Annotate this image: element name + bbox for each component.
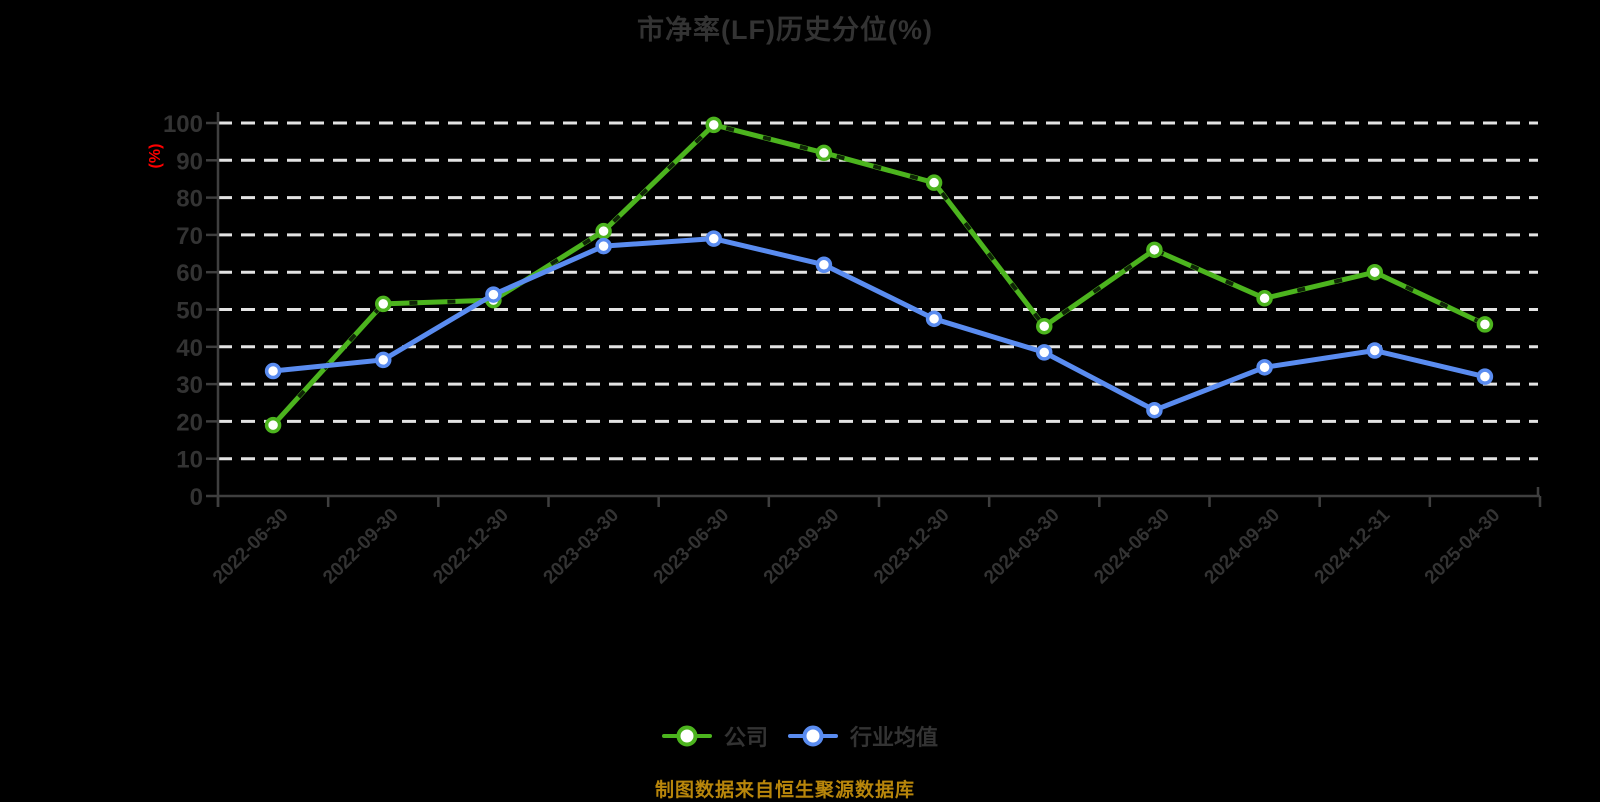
- x-tick-label: 2023-09-30: [760, 505, 844, 589]
- data-point[interactable]: [705, 230, 722, 247]
- company-line-marker-icon: [661, 725, 712, 747]
- data-point[interactable]: [1476, 316, 1494, 333]
- x-tick-label: 2024-09-30: [1201, 505, 1285, 589]
- y-tick-label: 40: [176, 335, 203, 362]
- data-point[interactable]: [264, 416, 282, 434]
- gridlines: [218, 121, 1538, 461]
- industry-line-marker-icon: [788, 725, 838, 747]
- chart-title: 市净率(LF)历史分位(%): [637, 15, 933, 45]
- data-point[interactable]: [1146, 401, 1163, 419]
- y-tick-label: 100: [163, 111, 203, 138]
- data-point[interactable]: [1036, 318, 1053, 335]
- data-point[interactable]: [375, 351, 392, 369]
- data-point[interactable]: [375, 295, 392, 313]
- y-tick-label: 20: [176, 409, 203, 436]
- data-point[interactable]: [1256, 290, 1273, 307]
- data-point[interactable]: [264, 362, 282, 380]
- x-tick-label: 2024-06-30: [1090, 505, 1174, 589]
- x-tick-label: 2022-09-30: [319, 505, 403, 589]
- data-point[interactable]: [1146, 241, 1163, 259]
- x-axis-labels: 2022-06-30 2022-09-30 2022-12-30 2023-03-30…: [209, 504, 1504, 588]
- data-point[interactable]: [1366, 342, 1383, 359]
- y-tick-label: 60: [176, 260, 203, 287]
- x-tick-label: 2023-06-30: [650, 505, 734, 589]
- data-point[interactable]: [925, 174, 943, 191]
- data-point[interactable]: [1256, 359, 1273, 376]
- industry-marker-dot-icon: [802, 725, 824, 747]
- data-point[interactable]: [705, 116, 722, 134]
- legend-label-industry-average: 行业均值: [850, 725, 939, 750]
- data-point[interactable]: [595, 222, 612, 240]
- series-公司[interactable]: [264, 116, 1494, 434]
- y-axis-unit-label: (%): [147, 144, 164, 169]
- data-point[interactable]: [1036, 344, 1053, 361]
- legend: 公司 行业均值: [0, 720, 1600, 752]
- data-point[interactable]: [1476, 368, 1494, 385]
- company-marker-dot-icon: [676, 725, 698, 747]
- x-tick-label: 2023-12-30: [870, 505, 954, 589]
- data-point[interactable]: [1366, 263, 1383, 281]
- x-tick-label: 2022-12-30: [429, 505, 513, 589]
- x-tick-label: 2024-12-31: [1311, 504, 1395, 588]
- legend-label-company: 公司: [723, 725, 768, 750]
- x-tick-label: 2022-06-30: [209, 505, 293, 589]
- y-tick-label: 80: [176, 186, 203, 213]
- y-tick-label: 10: [176, 447, 203, 474]
- x-tick-label: 2025-04-30: [1421, 505, 1505, 589]
- y-tick-label: 90: [176, 148, 203, 175]
- series-行业均值[interactable]: [264, 230, 1494, 419]
- legend-item-company[interactable]: 公司: [661, 720, 768, 752]
- y-tick-label: 50: [176, 298, 203, 325]
- data-point[interactable]: [925, 310, 943, 328]
- y-tick-label: 30: [176, 372, 203, 399]
- y-axis-labels: 0 10 20 30 40 50 60 70 80 90 100: [163, 111, 203, 511]
- data-point[interactable]: [485, 286, 502, 303]
- data-source-note: 制图数据来自恒生聚源数据库: [654, 780, 915, 801]
- data-point[interactable]: [595, 237, 612, 255]
- legend-item-industry-average[interactable]: 行业均值: [788, 720, 938, 752]
- x-tick-label: 2024-03-30: [980, 505, 1064, 589]
- y-tick-label: 0: [190, 484, 203, 511]
- data-point[interactable]: [815, 256, 833, 273]
- plot-area: 0 10 20 30 40 50 60 70 80 90 100 2022-06-30 2022-09-…: [163, 111, 1542, 588]
- data-point[interactable]: [815, 144, 833, 162]
- y-tick-label: 70: [176, 223, 203, 250]
- axes: [206, 112, 1542, 507]
- x-tick-label: 2023-03-30: [540, 505, 624, 589]
